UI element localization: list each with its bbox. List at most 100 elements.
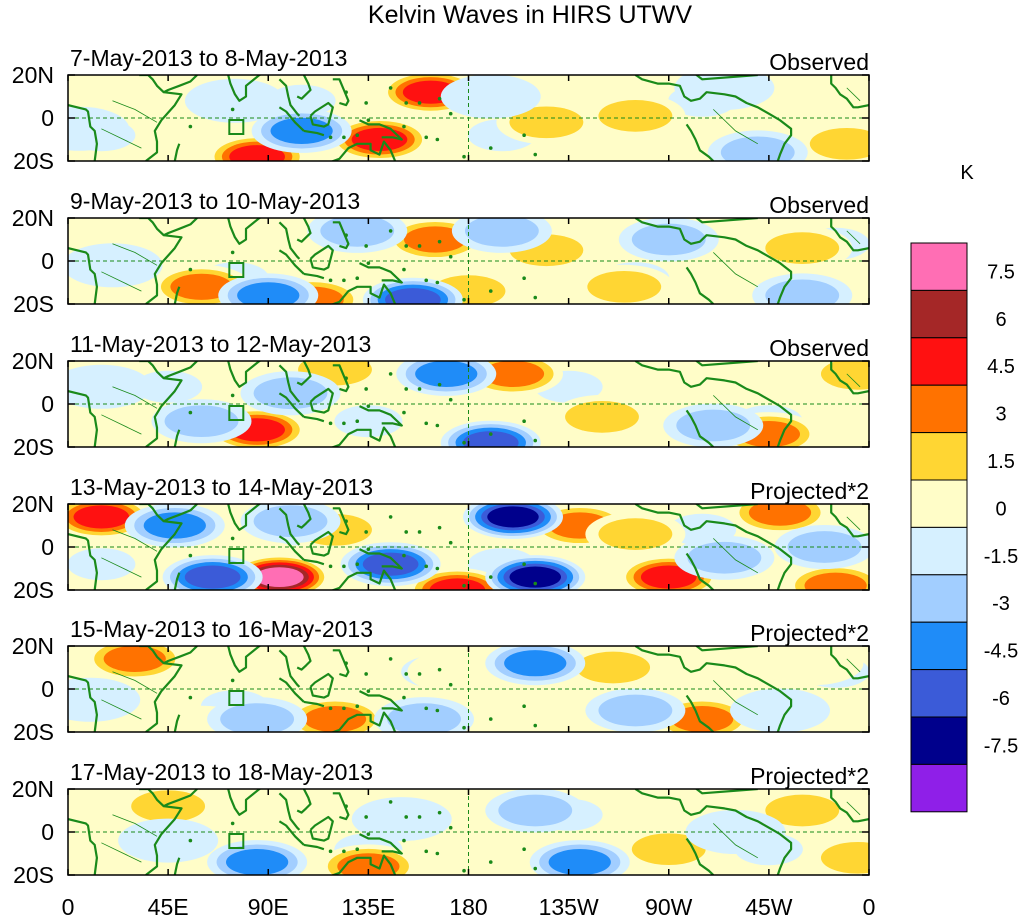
- coastline: [278, 535, 305, 561]
- island: [402, 267, 406, 272]
- island: [522, 276, 526, 281]
- anomaly-positive: [585, 93, 686, 138]
- coastline: [330, 854, 397, 875]
- island: [424, 421, 429, 426]
- coastline: [685, 694, 715, 732]
- anomaly-positive: [318, 844, 419, 875]
- anomaly-negative: [218, 273, 319, 304]
- island: [402, 124, 406, 129]
- coastline: [694, 646, 758, 652]
- contour-level: [164, 405, 239, 438]
- coastline: [332, 649, 350, 678]
- y-tick-label: 20S: [13, 862, 54, 888]
- coastline: [694, 218, 758, 224]
- island: [488, 289, 493, 293]
- country-border: [713, 538, 759, 574]
- coastline: [830, 504, 869, 538]
- y-tick-label: 20N: [12, 205, 54, 231]
- coastline: [278, 106, 305, 132]
- coastline: [359, 690, 403, 712]
- panel-label: Projected*2: [750, 620, 869, 646]
- colorbar-swatch: [910, 242, 968, 291]
- country-border: [101, 842, 142, 863]
- coastline: [309, 815, 334, 842]
- panel-date-range: 15-May-2013 to 16-May-2013: [70, 616, 373, 642]
- coastline: [332, 221, 350, 250]
- coastline: [332, 507, 350, 536]
- x-tick-label: 45W: [745, 894, 793, 920]
- island: [328, 564, 333, 569]
- anomaly-negative: [752, 273, 853, 304]
- panel-date-range: 7-May-2013 to 8-May-2013: [70, 45, 347, 71]
- island: [402, 838, 406, 843]
- colorbar-label: 3: [995, 404, 1006, 426]
- island: [404, 244, 409, 248]
- colorbar-label: 7.5: [987, 261, 1015, 283]
- panel-date-range: 9-May-2013 to 10-May-2013: [70, 188, 360, 214]
- island: [462, 868, 466, 873]
- coastline: [278, 249, 305, 275]
- contour-level: [68, 364, 152, 409]
- island: [342, 564, 346, 569]
- island: [230, 250, 235, 255]
- coastline: [830, 361, 869, 395]
- panel-label: Projected*2: [750, 763, 869, 789]
- y-tick-label: 0: [41, 105, 54, 131]
- colorbar-label: -6: [992, 688, 1010, 710]
- anomaly-positive: [585, 512, 686, 557]
- colorbar-label: 4.5: [987, 356, 1015, 378]
- island: [424, 849, 429, 854]
- coastline: [634, 75, 793, 161]
- x-tick-label: 45E: [148, 894, 189, 920]
- anomaly-positive: [407, 649, 508, 694]
- island: [404, 815, 409, 819]
- colorbar-label: 1.5: [987, 451, 1015, 473]
- island: [366, 261, 371, 265]
- anomaly-negative: [374, 697, 474, 732]
- country-border: [713, 109, 759, 145]
- panel-5: 20N 0 20S 15-May-2013 to 16-May-2013 Project…: [12, 616, 870, 745]
- chart-title: Kelvin Waves in HIRS UTWV: [368, 1, 692, 29]
- island: [328, 278, 333, 283]
- coastline: [330, 283, 397, 304]
- anomaly-negative: [162, 555, 263, 590]
- y-tick-label: 20S: [13, 577, 54, 603]
- contour-level: [565, 401, 639, 433]
- coastline: [139, 789, 183, 875]
- coastline: [309, 387, 334, 414]
- coastline: [68, 104, 99, 161]
- panel-date-range: 13-May-2013 to 14-May-2013: [70, 474, 373, 500]
- coastline: [278, 364, 301, 403]
- country-border: [101, 271, 142, 292]
- contour-level: [351, 127, 408, 152]
- country-border: [846, 87, 861, 102]
- island: [355, 704, 360, 708]
- colorbar-label: -4.5: [984, 641, 1018, 663]
- island: [533, 438, 538, 443]
- coastline: [685, 266, 715, 304]
- coastline: [830, 646, 869, 680]
- panel-label: Observed: [769, 192, 869, 218]
- panel-date-range: 11-May-2013 to 12-May-2013: [70, 331, 371, 357]
- island: [435, 423, 440, 428]
- contour-level: [498, 794, 573, 827]
- contour-level: [618, 361, 719, 396]
- coastlines: [68, 75, 869, 161]
- anomaly-positive: [752, 226, 853, 271]
- coastline: [278, 792, 301, 831]
- coastline: [685, 552, 715, 590]
- island: [188, 695, 193, 700]
- anomaly-negative: [585, 688, 686, 732]
- island: [388, 800, 393, 804]
- contour-level: [548, 848, 611, 875]
- y-tick-label: 20N: [12, 776, 54, 802]
- y-tick-label: 0: [41, 391, 54, 417]
- coastline: [694, 789, 758, 795]
- anomaly-positive: [285, 697, 385, 732]
- panel-date-range: 17-May-2013 to 18-May-2013: [70, 759, 373, 785]
- anomaly-positive: [752, 789, 853, 833]
- colorbar-swatch: [910, 574, 968, 623]
- coastline: [226, 504, 262, 531]
- colorbar-label: 6: [995, 309, 1006, 331]
- x-axis: 0 45E 90E 135E 180 135W 90W 45W 0: [62, 894, 876, 920]
